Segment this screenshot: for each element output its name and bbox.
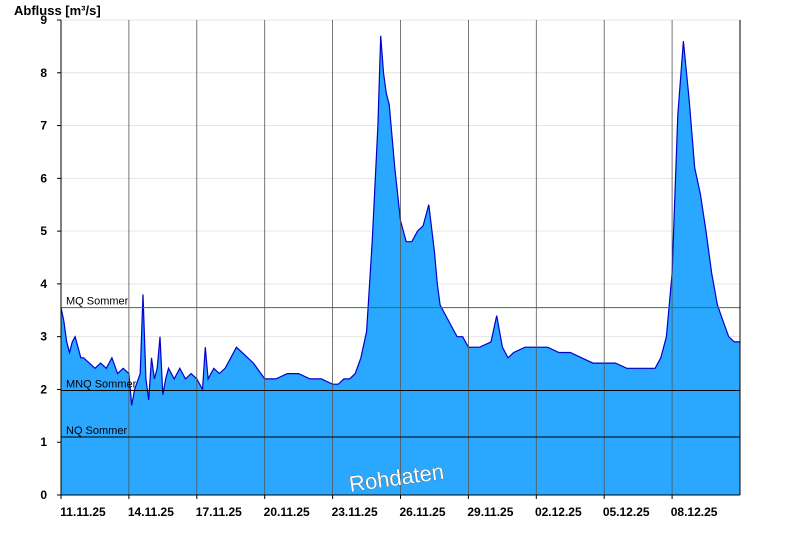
y-tick-label: 5 [40, 224, 47, 238]
y-tick-label: 1 [40, 435, 47, 449]
reference-line-label: NQ Sommer [66, 425, 127, 437]
x-tick-label: 17.11.25 [196, 505, 242, 519]
y-tick-label: 4 [40, 277, 47, 291]
reference-line-label: MQ Sommer [66, 296, 129, 308]
y-tick-label: 9 [40, 13, 47, 27]
x-tick-label: 02.12.25 [535, 505, 582, 519]
y-tick-labels: 0 1 2 3 4 5 6 7 8 9 [40, 13, 61, 502]
x-tick-label: 20.11.25 [264, 505, 310, 519]
x-tick-labels: 11.11.25 14.11.25 17.11.25 20.11.25 23.11.25… [60, 495, 718, 519]
x-tick-label: 08.12.25 [671, 505, 718, 519]
x-tick-label: 11.11.25 [60, 505, 106, 519]
x-tick-label: 14.11.25 [128, 505, 174, 519]
vertical-grid [128, 20, 673, 495]
y-tick-label: 2 [40, 382, 47, 396]
x-tick-label: 05.12.25 [603, 505, 650, 519]
x-tick-label: 29.11.25 [467, 505, 513, 519]
y-axis-label: Abfluss [m³/s] [14, 3, 101, 18]
x-tick-label: 26.11.25 [399, 505, 445, 519]
flow-line [60, 35, 740, 406]
x-tick-label: 23.11.25 [332, 505, 378, 519]
y-tick-label: 7 [40, 119, 47, 133]
reference-lines: MQ Sommer MNQ Sommer NQ Sommer [61, 296, 740, 438]
reference-line-label: MNQ Sommer [66, 379, 137, 391]
y-tick-label: 0 [40, 488, 47, 502]
y-tick-label: 6 [40, 171, 47, 185]
y-tick-label: 8 [40, 66, 47, 80]
y-tick-label: 3 [40, 330, 47, 344]
